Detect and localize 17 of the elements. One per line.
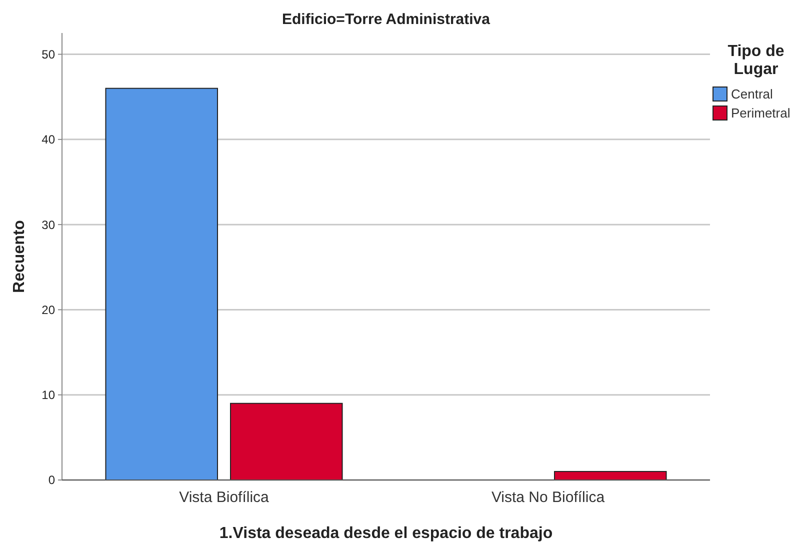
y-tick-label: 40: [42, 132, 56, 147]
bar: [554, 470, 667, 480]
y-axis-title: Recuento: [11, 220, 28, 293]
y-tick-label: 30: [42, 218, 56, 232]
bar: [230, 402, 343, 480]
x-tick-label: Vista Biofílica: [179, 489, 270, 506]
y-tick-label: 50: [42, 47, 56, 62]
x-axis-title: 1.Vista deseada desde el espacio de trabajo: [219, 525, 553, 542]
chart-title: Edificio=Torre Administrativa: [282, 11, 491, 28]
x-tick-label: Vista No Biofílica: [491, 489, 606, 506]
bar: [105, 88, 218, 480]
legend-label: Perimetral: [731, 106, 790, 121]
y-tick-label: 10: [42, 388, 56, 402]
y-tick-label: 20: [42, 302, 56, 317]
legend-title: Tipo de Lugar: [728, 43, 784, 78]
y-tick-label: 0: [48, 473, 56, 488]
legend-label: Central: [731, 86, 774, 102]
